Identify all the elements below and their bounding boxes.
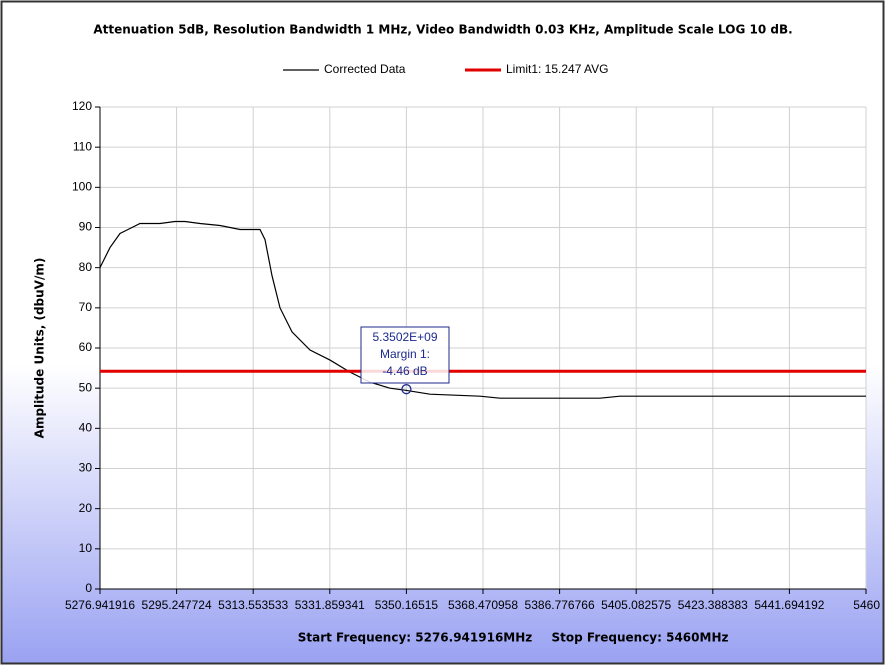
annotation-text: -4.46 dB — [382, 364, 427, 378]
x-tick-label: 5386.776766 — [525, 598, 595, 612]
x-tick-label: 5423.388383 — [678, 598, 748, 612]
y-tick-label: 0 — [85, 581, 92, 595]
y-tick-label: 110 — [73, 139, 92, 153]
y-tick-label: 80 — [79, 260, 93, 274]
y-tick-label: 100 — [72, 180, 92, 194]
x-axis-label: Stop Frequency: 5460MHz — [552, 631, 729, 645]
x-tick-label: 5460 — [853, 598, 880, 612]
x-tick-label: 5405.082575 — [601, 598, 671, 612]
data-line — [99, 220, 866, 399]
y-tick-label: 40 — [79, 421, 93, 435]
y-tick-label: 60 — [79, 340, 93, 354]
y-tick-label: 20 — [79, 501, 93, 515]
y-tick-label: 30 — [79, 461, 93, 475]
x-tick-label: 5295.247724 — [142, 598, 212, 612]
marker-point — [401, 384, 412, 395]
x-axis-label: Start Frequency: 5276.941916MHz — [298, 631, 533, 645]
x-tick-label: 5331.859341 — [295, 598, 365, 612]
x-tick-label: 5313.553533 — [218, 598, 288, 612]
y-tick-label: 120 — [72, 99, 92, 113]
x-tick-label: 5350.16515 — [375, 598, 439, 612]
y-axis-label: Amplitude Units, (dbuV/m) — [33, 258, 47, 439]
annotation-text: 5.3502E+09 — [372, 330, 437, 344]
legend: Corrected Data Limit1: 15.247 AVG — [283, 62, 609, 76]
x-tick-label: 5276.941916 — [65, 598, 135, 612]
x-tick-label: 5368.470958 — [448, 598, 518, 612]
y-tick-label: 50 — [79, 380, 93, 394]
legend-label: Limit1: 15.247 AVG — [506, 62, 609, 76]
annotation-box — [360, 326, 450, 384]
legend-label: Corrected Data — [324, 62, 406, 76]
y-tick-label: 90 — [79, 220, 93, 234]
x-tick-label: 5441.694192 — [754, 598, 824, 612]
annotation-text: Margin 1: — [380, 347, 430, 361]
y-tick-label: 70 — [79, 300, 93, 314]
y-tick-label: 10 — [79, 541, 93, 555]
chart-title: Attenuation 5dB, Resolution Bandwidth 1 … — [93, 23, 792, 37]
